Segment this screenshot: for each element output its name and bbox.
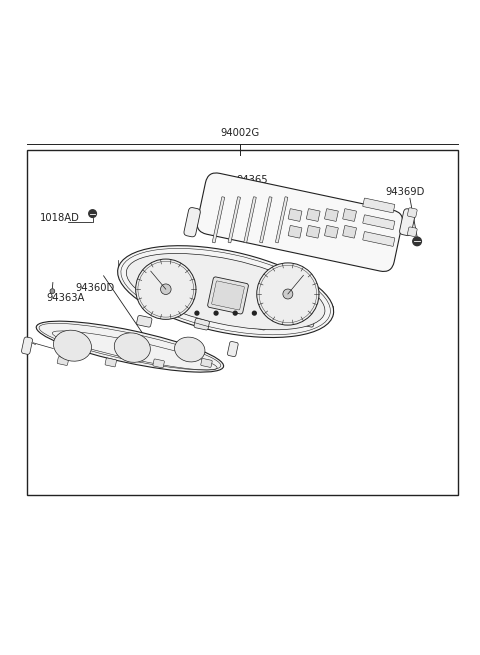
Text: 94360D: 94360D xyxy=(75,284,114,293)
FancyBboxPatch shape xyxy=(228,341,238,356)
FancyBboxPatch shape xyxy=(276,196,288,243)
FancyBboxPatch shape xyxy=(153,359,164,368)
FancyBboxPatch shape xyxy=(300,316,315,327)
FancyBboxPatch shape xyxy=(212,281,244,310)
Ellipse shape xyxy=(160,284,171,295)
FancyBboxPatch shape xyxy=(363,232,395,246)
FancyBboxPatch shape xyxy=(228,196,240,243)
FancyBboxPatch shape xyxy=(306,225,320,238)
FancyBboxPatch shape xyxy=(306,209,320,221)
Ellipse shape xyxy=(257,263,319,325)
FancyBboxPatch shape xyxy=(399,209,416,236)
FancyBboxPatch shape xyxy=(137,316,152,327)
FancyBboxPatch shape xyxy=(324,225,338,238)
Text: 94369D: 94369D xyxy=(385,187,425,197)
FancyBboxPatch shape xyxy=(252,318,267,330)
Text: 1018AD: 1018AD xyxy=(40,213,80,223)
FancyBboxPatch shape xyxy=(208,277,249,314)
FancyBboxPatch shape xyxy=(408,227,417,236)
Circle shape xyxy=(413,237,421,246)
FancyBboxPatch shape xyxy=(324,209,338,221)
FancyBboxPatch shape xyxy=(343,209,357,221)
FancyBboxPatch shape xyxy=(197,173,403,271)
FancyBboxPatch shape xyxy=(363,215,395,229)
Ellipse shape xyxy=(53,330,92,361)
Circle shape xyxy=(252,311,256,315)
Ellipse shape xyxy=(126,253,325,329)
Ellipse shape xyxy=(175,337,205,362)
FancyBboxPatch shape xyxy=(363,198,395,213)
FancyBboxPatch shape xyxy=(201,358,212,367)
Circle shape xyxy=(214,311,218,315)
FancyBboxPatch shape xyxy=(105,358,117,367)
Text: 94365: 94365 xyxy=(236,175,268,185)
Text: 94363A: 94363A xyxy=(46,293,84,303)
Circle shape xyxy=(233,311,237,315)
Ellipse shape xyxy=(114,333,150,362)
FancyBboxPatch shape xyxy=(408,208,417,217)
Circle shape xyxy=(195,311,199,315)
FancyBboxPatch shape xyxy=(57,356,69,365)
FancyBboxPatch shape xyxy=(194,318,209,330)
FancyBboxPatch shape xyxy=(212,196,225,243)
Circle shape xyxy=(89,210,96,217)
FancyBboxPatch shape xyxy=(22,337,33,354)
Bar xyxy=(27,151,458,495)
Text: 94002G: 94002G xyxy=(220,128,260,138)
FancyBboxPatch shape xyxy=(288,225,302,238)
FancyBboxPatch shape xyxy=(244,196,256,243)
FancyBboxPatch shape xyxy=(260,196,272,243)
Ellipse shape xyxy=(118,246,334,337)
FancyBboxPatch shape xyxy=(343,225,357,238)
FancyBboxPatch shape xyxy=(184,208,200,237)
Ellipse shape xyxy=(36,321,224,372)
Ellipse shape xyxy=(136,259,196,320)
FancyBboxPatch shape xyxy=(288,209,302,221)
Circle shape xyxy=(50,289,55,293)
Ellipse shape xyxy=(283,289,293,299)
